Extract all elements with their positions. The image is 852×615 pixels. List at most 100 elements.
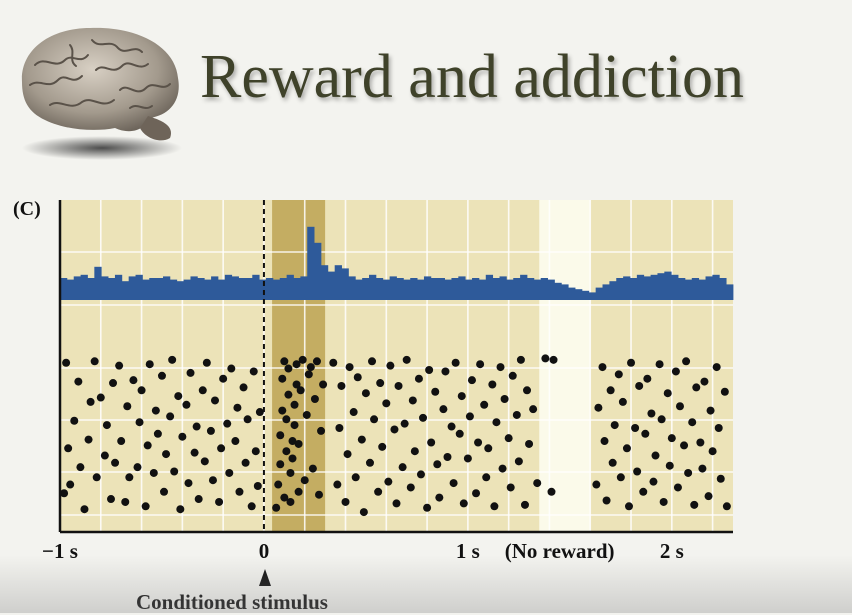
histogram-bar [108, 278, 116, 300]
raster-spike-dot [523, 386, 532, 395]
raster-spike-dot [682, 357, 691, 366]
raster-spike-dot [329, 358, 338, 367]
raster-spike-dot [467, 376, 476, 385]
histogram-bar [540, 278, 548, 300]
raster-spike-dot [106, 495, 115, 504]
raster-spike-dot [284, 364, 293, 373]
histogram-bar [238, 278, 246, 300]
histogram-bar [595, 287, 603, 300]
histogram-bar [231, 276, 239, 300]
raster-spike-dot [286, 468, 295, 477]
histogram-bar [664, 271, 672, 300]
raster-spike-dot [343, 450, 352, 459]
raster-spike-dot [151, 406, 160, 415]
histogram-bar [547, 279, 555, 300]
raster-spike-dot [675, 402, 684, 411]
raster-spike-dot [92, 473, 101, 482]
histogram-bar [478, 279, 487, 300]
raster-spike-dot [500, 395, 509, 403]
raster-spike-dot [235, 487, 244, 496]
raster-spike-dot [533, 479, 542, 488]
x-tick-label: (No reward) [504, 539, 615, 563]
raster-spike-dot [223, 419, 232, 428]
raster-spike-dot [96, 393, 105, 402]
raster-spike-dot [547, 487, 556, 496]
raster-spike-dot [657, 415, 666, 424]
raster-spike-dot [288, 454, 297, 463]
raster-spike-dot [386, 361, 395, 370]
histogram-bar [114, 274, 123, 300]
raster-spike-dot [239, 383, 248, 392]
histogram-bar [472, 278, 480, 300]
raster-spike-dot [594, 403, 603, 412]
raster-spike-dot [408, 396, 417, 405]
raster-spike-dot [390, 425, 399, 434]
raster-spike-dot [423, 503, 432, 512]
raster-spike-dot [272, 503, 281, 512]
histogram-bar [437, 278, 445, 300]
raster-spike-dot [284, 390, 293, 399]
histogram-bar [259, 279, 267, 300]
raster-spike-dot [117, 437, 126, 446]
raster-spike-dot [443, 453, 452, 461]
histogram-bar [684, 279, 693, 300]
raster-spike-dot [312, 357, 321, 366]
histogram-bar [369, 274, 377, 300]
raster-spike-dot [374, 487, 383, 496]
histogram-bar [623, 276, 631, 300]
raster-spike-dot [160, 487, 169, 496]
slide-title: Reward and addiction [200, 43, 745, 111]
histogram-bar [423, 276, 432, 300]
raster-spike-dot [241, 458, 250, 467]
raster-spike-dot [349, 408, 358, 417]
raster-spike-dot [378, 442, 387, 451]
raster-spike-dot [447, 422, 456, 431]
raster-spike-dot [624, 502, 633, 511]
histogram-bar [245, 278, 253, 300]
raster-spike-dot [135, 418, 144, 427]
histogram-bar [520, 274, 528, 300]
histogram-bar [169, 279, 178, 300]
raster-spike-dot [365, 458, 374, 467]
histogram-bar [80, 274, 88, 300]
raster-spike-dot [441, 367, 450, 376]
raster-spike-dot [490, 502, 499, 511]
raster-spike-dot [492, 418, 501, 427]
histogram-bar [671, 274, 679, 300]
raster-spike-dot [400, 419, 409, 428]
histogram-bar [300, 276, 308, 300]
raster-spike-dot [504, 434, 513, 443]
raster-spike-dot [680, 441, 689, 450]
raster-spike-dot [129, 376, 138, 385]
raster-spike-dot [123, 402, 132, 411]
raster-spike-dot [166, 412, 175, 421]
raster-spike-dot [280, 357, 289, 366]
raster-spike-dot [153, 429, 162, 438]
raster-spike-dot [176, 505, 185, 514]
histogram-bar [430, 278, 439, 300]
raster-spike-dot [276, 431, 285, 440]
histogram-bar [87, 278, 95, 300]
brain-icon [21, 27, 182, 160]
histogram-bar [410, 278, 418, 300]
histogram-bar [66, 279, 75, 300]
raster-spike-dot [296, 386, 305, 395]
histogram-bar [705, 276, 713, 300]
raster-spike-dot [351, 473, 360, 482]
raster-spike-dot [231, 437, 240, 446]
raster-spike-dot [288, 437, 297, 446]
histogram-bar [561, 284, 569, 300]
histogram-bar [568, 287, 576, 300]
raster-spike-dot [696, 438, 705, 447]
x-tick-label: −1 s [42, 539, 78, 563]
histogram-bar [135, 274, 143, 300]
raster-spike-dot [141, 502, 150, 511]
raster-spike-dot [111, 458, 120, 467]
histogram-bar [252, 274, 260, 300]
raster-spike-dot [651, 451, 660, 460]
raster-spike-dot [359, 508, 368, 517]
histogram-bar [142, 279, 150, 300]
raster-spike-dot [529, 405, 538, 414]
raster-spike-dot [684, 468, 693, 477]
raster-spike-dot [76, 463, 85, 472]
